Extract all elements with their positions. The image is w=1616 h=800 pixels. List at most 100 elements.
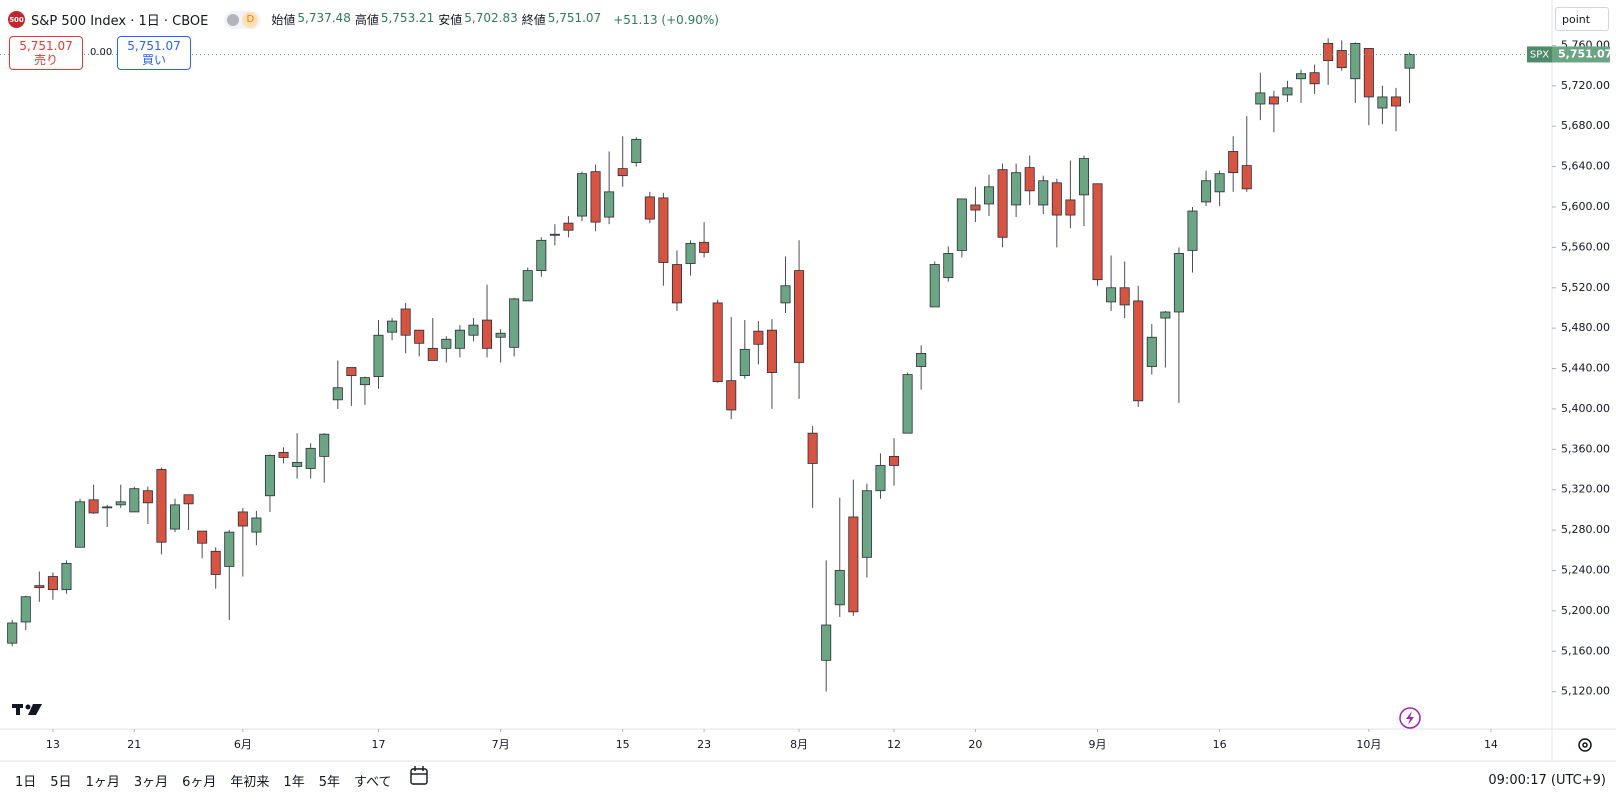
candle-body (305, 447, 316, 469)
stat-label: 始値 (271, 13, 296, 27)
candle-body (1106, 287, 1117, 303)
range-button[interactable]: 1日 (15, 775, 37, 790)
y-tick-label: 5,200.00 (1561, 604, 1610, 617)
candle-body (400, 308, 411, 336)
buy-button[interactable]: 5,751.07 買い (117, 36, 191, 70)
unit-button[interactable]: point (1555, 7, 1609, 31)
symbol-badge: 500 (8, 11, 25, 28)
candle-body (631, 138, 642, 163)
candle-body (983, 186, 995, 205)
candle-body (210, 550, 221, 575)
y-tick-label: 5,240.00 (1561, 563, 1610, 576)
y-tick-label: 5,400.00 (1561, 402, 1610, 415)
candle-body (47, 576, 58, 591)
range-button[interactable]: 5日 (50, 775, 72, 790)
x-tick-label: 9月 (1089, 738, 1107, 751)
compare-icon[interactable] (410, 766, 428, 785)
range-button[interactable]: 1ヶ月 (85, 775, 120, 790)
stat-value: 5,751.07 (547, 11, 602, 25)
candle-body (359, 377, 370, 386)
candle-body (129, 488, 140, 513)
candle-body (1146, 336, 1157, 367)
candle-body (590, 171, 601, 223)
x-tick-label: 10月 (1356, 738, 1381, 751)
stat-value: 5,737.48 (297, 11, 351, 25)
candle-body (278, 451, 289, 458)
y-tick-label: 5,280.00 (1561, 523, 1610, 536)
tv-logo (12, 704, 42, 715)
candle-body (1133, 300, 1144, 402)
candle-body (414, 329, 425, 344)
candle-body (427, 347, 438, 361)
ohlc-stats: 始値 5,737.48 高値 5,753.21 安値 5,702.83 終値 5,751.07 (267, 11, 601, 28)
candle-body (807, 432, 818, 464)
y-tick-label: 5,320.00 (1561, 483, 1610, 496)
lightning-button[interactable] (1399, 707, 1421, 729)
x-tick-label: 21 (127, 738, 141, 751)
range-buttons: 1日 5日 1ヶ月 3ヶ月 6ヶ月 年初来 1年 5年 すべて (8, 771, 399, 790)
candle-body (387, 320, 398, 333)
x-tick-label: 14 (1484, 738, 1498, 751)
candle-body (1336, 50, 1347, 69)
y-tick-label: 5,440.00 (1561, 362, 1610, 375)
candle-body (332, 387, 343, 401)
candle-body (142, 490, 153, 504)
candle-body (183, 494, 194, 505)
candle-body (617, 168, 628, 177)
stat-label: 安値 (438, 13, 463, 27)
clock: 09:00:17 (UTC+9) (1488, 773, 1606, 788)
y-tick-label: 5,680.00 (1561, 119, 1610, 132)
x-tick-label: 15 (616, 738, 630, 751)
range-button[interactable]: 3ヶ月 (133, 775, 169, 790)
candle-body (197, 530, 208, 544)
range-button[interactable]: 6ヶ月 (182, 775, 217, 790)
x-tick-label: 16 (1213, 738, 1227, 751)
candle-body (726, 380, 737, 411)
candle-body (454, 329, 465, 349)
candle-body (75, 501, 86, 548)
y-tick-label: 5,640.00 (1561, 160, 1610, 173)
x-tick-label: 23 (697, 738, 711, 751)
candle-body (821, 624, 832, 661)
candle-body (102, 506, 113, 509)
candle-body (780, 285, 791, 304)
stat-label: 終値 (521, 13, 546, 27)
candle-body (115, 501, 126, 506)
x-tick-label: 13 (46, 738, 60, 751)
range-button[interactable]: すべて (353, 775, 392, 790)
ohlc-stat: 終値 5,751.07 (522, 11, 601, 28)
candle-body (1038, 180, 1049, 206)
candle-body (576, 173, 588, 217)
candle-body (563, 222, 574, 231)
candle-body (671, 264, 682, 304)
candle-body (604, 191, 615, 218)
candle-body (7, 622, 18, 644)
candle-body (61, 563, 72, 591)
candle-body (916, 352, 927, 367)
range-button[interactable]: 5年 (318, 775, 340, 790)
candle-body (1173, 253, 1184, 313)
spread: 0.00 (90, 47, 113, 58)
candle-body (156, 469, 167, 543)
range-button[interactable]: 1年 (283, 775, 305, 790)
candle-body (970, 204, 981, 211)
buy-price: 5,751.07 (127, 39, 181, 53)
x-tick-label: 6月 (234, 738, 252, 751)
candle-body (1323, 43, 1334, 61)
ohlc-stat: 高値 5,753.21 (355, 11, 434, 28)
candle-body (88, 499, 99, 514)
symbol-title[interactable]: S&P 500 Index · 1日 · CBOE (31, 14, 209, 29)
y-tick-label: 5,480.00 (1561, 321, 1610, 334)
range-button[interactable]: 年初来 (230, 775, 270, 790)
candle-body (658, 197, 669, 263)
candle-body (1011, 172, 1022, 206)
candle-body (943, 253, 954, 279)
candle-body (889, 455, 900, 466)
price-tag-symbol-bg (1527, 46, 1552, 63)
candle-body (1309, 72, 1320, 85)
candle-body (929, 264, 940, 308)
sell-button[interactable]: 5,751.07 売り (9, 36, 83, 70)
settings-button[interactable] (1578, 738, 1592, 752)
